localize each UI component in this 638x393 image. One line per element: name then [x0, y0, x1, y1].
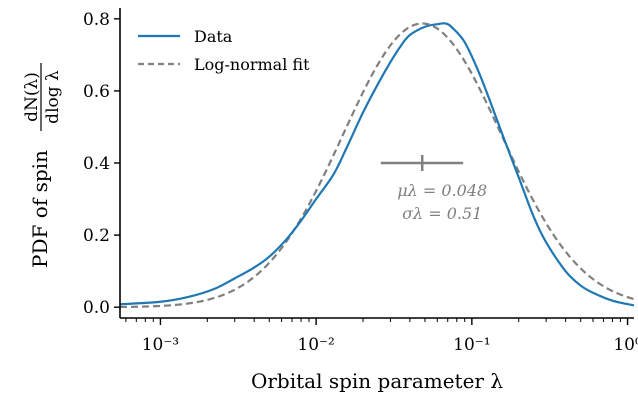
y-axis-label-prefix: PDF of spin: [28, 150, 52, 268]
legend-label-data: Data: [194, 27, 233, 46]
x-tick-label: 10⁻¹: [453, 335, 490, 355]
x-axis-label: Orbital spin parameter λ: [251, 369, 503, 393]
annotation-sigma-label: σλ = 0.51: [402, 204, 482, 223]
annotation-mu-label: μλ = 0.048: [397, 181, 487, 200]
plot-area: [119, 22, 635, 309]
y-tick-label: 0.8: [83, 10, 110, 30]
legend: Data Log-normal fit: [138, 27, 310, 74]
y-axis-label-denominator: dlog λ: [43, 70, 63, 124]
legend-label-fit: Log-normal fit: [194, 55, 310, 74]
axes: 0.0 0.2 0.4 0.6 0.8 10⁻³ 10⁻² 10⁻¹ 10⁰: [83, 8, 638, 355]
y-tick-label: 0.4: [83, 154, 110, 174]
y-tick-label: 0.2: [83, 226, 110, 246]
y-axis-label-numerator: dN(λ): [22, 72, 42, 122]
annotation: μλ = 0.048 σλ = 0.51: [380, 155, 487, 223]
y-tick-label: 0.6: [83, 82, 110, 102]
x-tick-label: 10⁰: [613, 335, 638, 355]
series-log-normal-fit-line: [119, 22, 635, 309]
x-tick-label: 10⁻²: [297, 335, 334, 355]
series-data-line: [119, 22, 635, 307]
y-axis-label: PDF of spin dN(λ) dlog λ: [22, 63, 63, 268]
y-tick-label: 0.0: [83, 298, 110, 318]
x-tick-label: 10⁻³: [142, 335, 179, 355]
